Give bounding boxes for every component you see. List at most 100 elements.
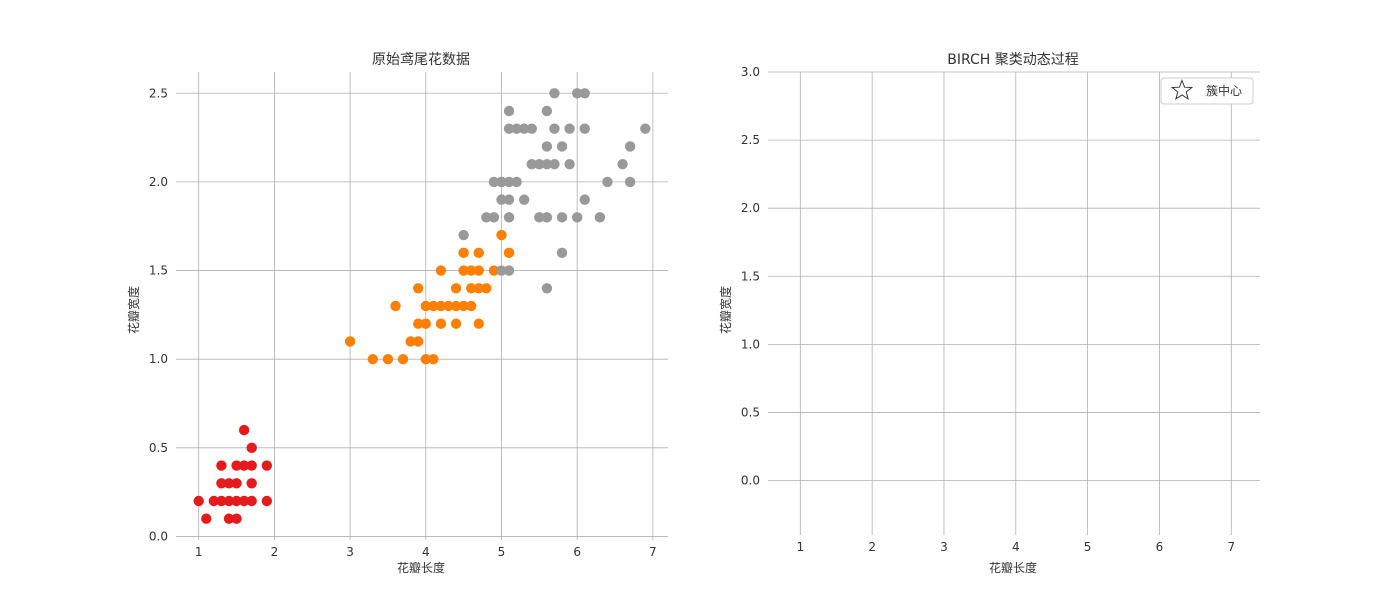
x-axis-title: 花瓣长度 (397, 560, 445, 575)
x-tick-label: 1 (797, 540, 805, 554)
point-setosa (262, 496, 272, 506)
point-virginica (504, 106, 514, 116)
scatter-points (194, 88, 651, 524)
chart-title: 原始鸢尾花数据 (372, 52, 470, 68)
point-virginica (489, 212, 499, 222)
x-tick-label: 4 (422, 545, 430, 559)
point-versicolor (390, 301, 400, 311)
point-virginica (557, 212, 567, 222)
point-virginica (557, 248, 567, 258)
point-versicolor (398, 354, 408, 364)
legend: 簇中心 (1161, 78, 1253, 104)
point-virginica (549, 124, 559, 134)
point-virginica (617, 159, 627, 169)
x-tick-label: 5 (1084, 540, 1092, 554)
point-setosa (231, 478, 241, 488)
point-versicolor (428, 354, 438, 364)
point-virginica (496, 177, 506, 187)
point-versicolor (466, 301, 476, 311)
point-virginica (458, 230, 468, 240)
x-tick-label: 7 (649, 545, 657, 559)
point-versicolor (421, 319, 431, 329)
point-virginica (557, 141, 567, 151)
y-tick-label: 2.5 (741, 133, 760, 147)
x-tick-labels: 1 2 3 4 5 6 7 (797, 540, 1236, 554)
y-tick-label: 2.0 (149, 175, 168, 189)
x-tick-label: 2 (868, 540, 876, 554)
point-versicolor (451, 283, 461, 293)
point-versicolor (504, 248, 514, 258)
point-virginica (527, 124, 537, 134)
point-setosa (201, 514, 211, 524)
point-setosa (239, 425, 249, 435)
point-versicolor (436, 319, 446, 329)
point-setosa (246, 478, 256, 488)
legend-label: 簇中心 (1206, 83, 1242, 98)
point-virginica (580, 124, 590, 134)
chart-title: BIRCH 聚类动态过程 (947, 52, 1079, 68)
point-versicolor (474, 248, 484, 258)
y-tick-label: 2.5 (149, 86, 168, 100)
point-versicolor (383, 354, 393, 364)
chart-birch-dynamic: BIRCH 聚类动态过程 1 2 3 4 5 6 7 0.0 0.5 1.0 1.5 2.0 2.5 3… (718, 52, 1260, 575)
point-versicolor (345, 336, 355, 346)
point-virginica (549, 159, 559, 169)
point-versicolor (496, 230, 506, 240)
point-setosa (246, 443, 256, 453)
y-tick-label: 0.5 (741, 405, 760, 419)
x-tick-label: 6 (573, 545, 581, 559)
point-versicolor (474, 319, 484, 329)
y-tick-labels: 0.0 0.5 1.0 1.5 2.0 2.5 3.0 (741, 65, 760, 488)
point-virginica (602, 177, 612, 187)
point-virginica (564, 124, 574, 134)
y-tick-label: 2.0 (741, 201, 760, 215)
x-tick-label: 6 (1156, 540, 1164, 554)
point-virginica (504, 212, 514, 222)
point-virginica (542, 106, 552, 116)
point-versicolor (436, 265, 446, 275)
x-axis-title: 花瓣长度 (989, 560, 1037, 575)
point-virginica (504, 265, 514, 275)
point-virginica (640, 124, 650, 134)
x-tick-label: 4 (1012, 540, 1020, 554)
point-virginica (542, 141, 552, 151)
x-tick-label: 1 (195, 545, 203, 559)
point-virginica (580, 88, 590, 98)
y-tick-label: 3.0 (741, 65, 760, 79)
point-virginica (511, 177, 521, 187)
point-versicolor (368, 354, 378, 364)
y-axis-title: 花瓣宽度 (718, 286, 733, 334)
point-setosa (231, 514, 241, 524)
point-virginica (625, 141, 635, 151)
x-tick-labels: 1 2 3 4 5 6 7 (195, 545, 657, 559)
point-setosa (246, 460, 256, 470)
point-versicolor (458, 248, 468, 258)
point-setosa (246, 496, 256, 506)
y-tick-label: 1.0 (149, 352, 168, 366)
point-virginica (542, 212, 552, 222)
point-virginica (572, 212, 582, 222)
x-tick-label: 7 (1227, 540, 1235, 554)
point-setosa (216, 460, 226, 470)
y-tick-label: 0.0 (741, 474, 760, 488)
point-virginica (542, 283, 552, 293)
point-virginica (580, 194, 590, 204)
y-tick-label: 1.0 (741, 337, 760, 351)
y-tick-label: 0.5 (149, 441, 168, 455)
point-versicolor (413, 336, 423, 346)
x-tick-label: 3 (346, 545, 354, 559)
y-tick-label: 1.5 (149, 264, 168, 278)
x-tick-label: 2 (271, 545, 279, 559)
point-versicolor (413, 283, 423, 293)
x-tick-label: 3 (940, 540, 948, 554)
point-virginica (564, 159, 574, 169)
chart-original-iris: 原始鸢尾花数据 1234567 0.00.51.01.52.02.5 花瓣长度 … (126, 52, 668, 575)
y-tick-labels: 0.00.51.01.52.02.5 (149, 86, 168, 543)
point-versicolor (481, 283, 491, 293)
y-tick-label: 1.5 (741, 269, 760, 283)
point-virginica (625, 177, 635, 187)
point-versicolor (474, 265, 484, 275)
grid (768, 72, 1260, 535)
